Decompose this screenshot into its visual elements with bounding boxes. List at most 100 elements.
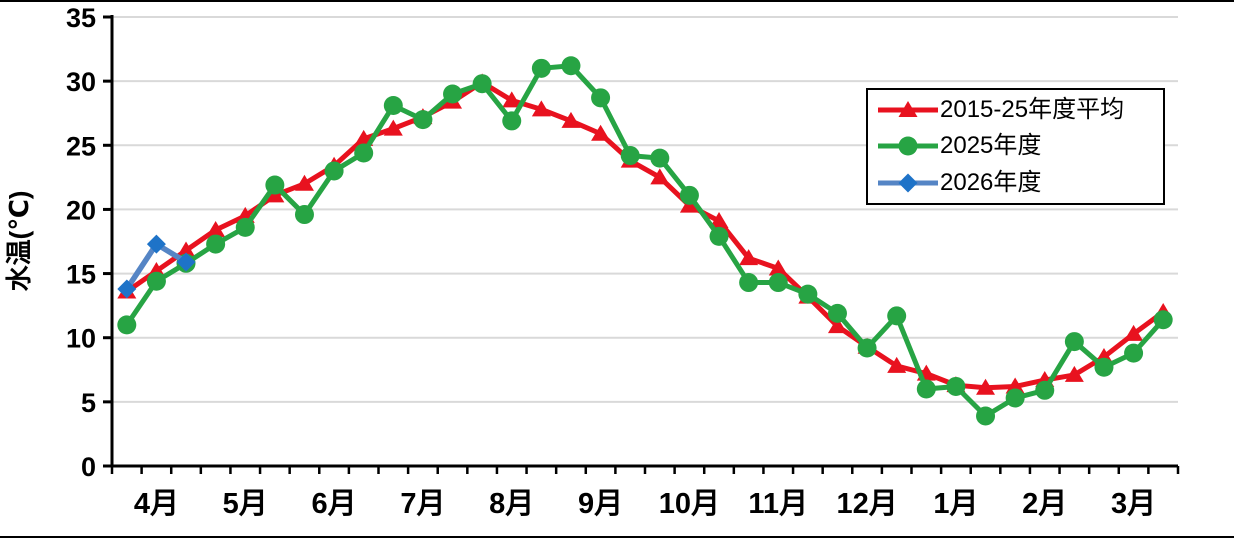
y-tick-label: 35 [66,3,96,33]
circle-marker [1124,343,1144,363]
x-month-label: 5月 [223,488,268,520]
axes [103,15,1180,474]
circle-marker [117,315,137,335]
triangle-marker [531,100,551,117]
circle-marker [709,226,729,246]
circle-marker [798,284,818,304]
circle-marker [324,161,344,181]
legend-blue-diamond-marker [878,173,938,193]
circle-marker [916,379,936,399]
triangle-marker [887,356,907,373]
x-month-label: 8月 [489,488,534,520]
circle-marker [443,84,463,104]
legend-green-circle-marker [878,136,938,156]
axis-labels: 0 5 10 15 20 25 30 35 4月 5月 6月 7月 8月 9月 10月 11月 12月 1月 2月 3… [66,3,1156,520]
x-month-label: 3月 [1111,488,1156,520]
triangle-marker [650,168,670,185]
y-tick-label: 5 [81,388,96,418]
circle-marker [206,234,226,254]
bottom-border-line [0,536,1234,538]
circle-marker [146,271,166,291]
diamond-marker [117,279,137,299]
circle-marker [739,273,759,293]
diamond-marker [176,252,196,272]
triangle-marker [383,119,403,136]
y-tick-label: 10 [66,324,96,354]
y-axis-title: 水温(℃) [4,191,34,292]
triangle-marker [1005,377,1025,394]
data-series [117,56,1173,426]
circle-marker [1064,332,1084,352]
diamond-marker [146,234,166,254]
legend-item-2025: 2025年度 [876,128,1159,164]
circle-marker [1035,380,1055,400]
x-month-label: 7月 [400,488,445,520]
circle-marker [531,58,551,78]
x-month-label: 1月 [933,488,978,520]
circle-marker [354,143,374,163]
circle-marker [620,146,640,166]
x-month-label: 10月 [659,488,720,520]
circle-marker [472,74,492,94]
diamond-marker [898,173,918,193]
circle-marker [679,185,699,205]
circle-marker [946,376,966,396]
circle-marker [827,303,847,323]
circle-marker [235,217,255,237]
circle-marker [413,110,433,130]
circle-marker [1153,310,1173,330]
series-2026年度 [117,234,196,299]
legend-red-triangle-marker [878,101,938,118]
legend-label-2025: 2025年度 [940,132,1042,160]
x-month-label: 2月 [1022,488,1067,520]
circle-marker [768,273,788,293]
triangle-marker [294,174,314,191]
circle-marker [976,406,996,426]
chart-legend: 2015-25年度平均 2025年度 2026年度 [866,88,1165,205]
circle-marker [650,148,670,168]
x-month-label: 11月 [748,488,808,520]
y-tick-label: 30 [66,67,96,97]
triangle-marker [176,241,196,258]
legend-item-2026: 2026年度 [876,165,1159,201]
legend-label-2026: 2026年度 [940,168,1042,196]
gridlines [112,16,1178,403]
triangle-marker [739,249,759,266]
circle-marker [265,175,285,195]
circle-marker [898,136,918,156]
top-border-line [0,0,1234,2]
circle-marker [887,306,907,326]
triangle-marker [591,124,611,141]
triangle-marker [709,211,729,228]
triangle-marker [1124,324,1144,341]
y-tick-label: 0 [81,452,96,482]
circle-marker [857,338,877,358]
legend-label-average: 2015-25年度平均 [940,96,1125,124]
y-tick-label: 15 [66,260,96,290]
legend-item-average: 2015-25年度平均 [876,92,1159,128]
triangle-marker [1064,365,1084,382]
x-month-label: 6月 [312,488,357,520]
triangle-marker [827,317,847,334]
circle-marker [591,88,611,108]
circle-marker [502,111,522,131]
triangle-marker [976,378,996,395]
triangle-marker [502,91,522,108]
circle-marker [1005,388,1025,408]
triangle-marker [206,220,226,237]
circle-marker [561,56,581,76]
x-month-label: 12月 [836,488,897,520]
circle-marker [383,96,403,116]
x-month-label: 4月 [134,488,179,520]
triangle-marker [768,259,788,276]
x-month-label: 9月 [578,488,623,520]
y-tick-label: 25 [66,131,96,161]
circle-marker [1094,357,1114,377]
triangle-marker [898,101,918,118]
triangle-marker [561,111,581,128]
circle-marker [294,205,314,225]
series-2025年度 [117,56,1173,426]
y-tick-label: 20 [66,195,96,225]
